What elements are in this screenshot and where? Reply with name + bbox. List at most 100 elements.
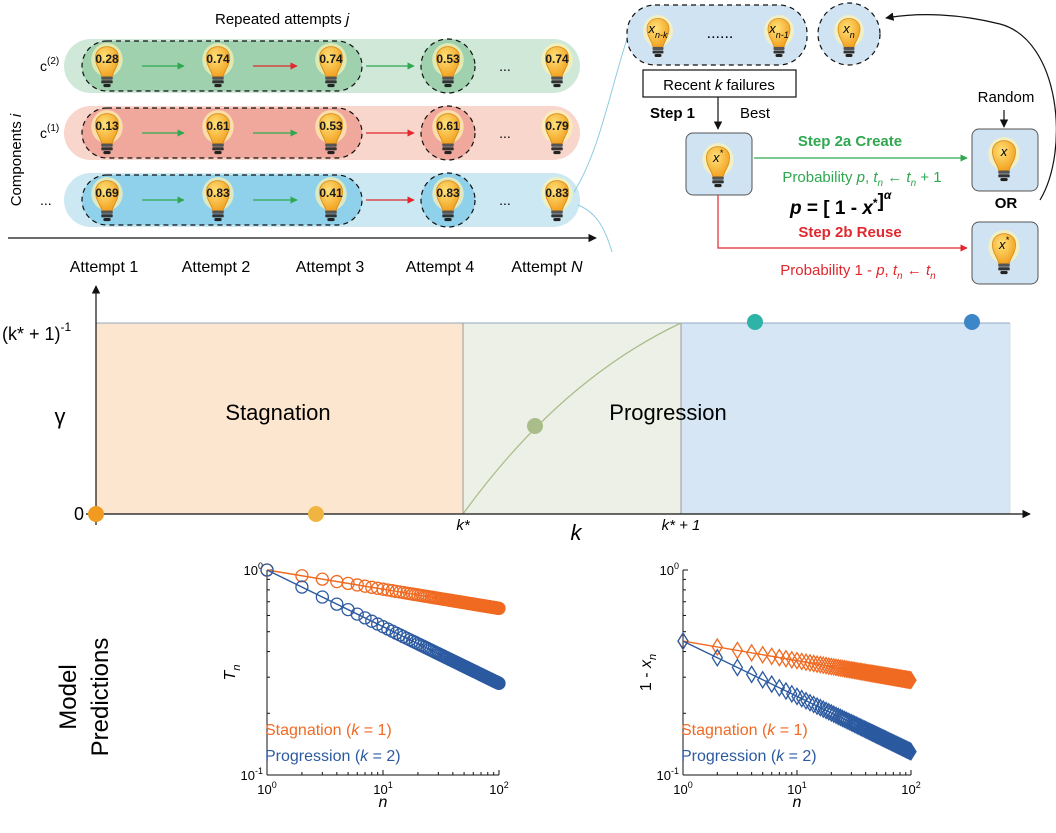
phase-points: [88, 314, 980, 522]
data-point: [295, 580, 309, 594]
data-point: [745, 665, 758, 684]
attempts-panel: Repeated attempts j Components i c(2)...…: [8, 11, 629, 276]
lightbulb-icon: [764, 15, 794, 57]
attempt-rows: c(2) ... 0.28 0.74 0.74 0.53 0.74 c(1) ... 0.13 0.…: [40, 38, 580, 228]
predictions-title-line1: Model: [55, 664, 82, 729]
attempt-value: 0.79: [545, 119, 569, 133]
attempt-row: c(2) ... 0.28 0.74 0.74 0.53 0.74: [40, 38, 580, 94]
lightbulb-icon: [91, 177, 123, 222]
kstar-label: k*: [456, 517, 471, 534]
data-point: [814, 698, 827, 717]
data-point: [807, 695, 820, 714]
attempt-value: 0.83: [545, 186, 569, 200]
x-tick-label: 100: [673, 780, 692, 797]
y-top-label: (k* + 1)-1: [2, 320, 72, 344]
data-point: [492, 676, 506, 690]
recent-failures-label: Recent k failures: [663, 77, 775, 94]
bulb-variable: x: [1000, 144, 1008, 159]
x-axis-label: n: [379, 794, 388, 811]
data-point: [830, 706, 842, 725]
lightbulb-icon: [202, 177, 234, 222]
bulb-variable: x*: [998, 235, 1010, 252]
bulb-variable: xn: [842, 21, 855, 40]
data-point: [834, 708, 847, 727]
stagnation-region-label: Stagnation: [225, 400, 330, 425]
phase-point: [308, 506, 324, 522]
lightbulb-icon: [315, 110, 347, 155]
reuse-bulb: x*: [988, 230, 1020, 275]
attempts-header: Repeated attempts j: [215, 11, 350, 28]
memory-ellipsis: ......: [707, 25, 734, 42]
x-tick-label: 101: [787, 780, 806, 797]
kstar-plus-label: k* + 1: [662, 517, 701, 534]
lightbulb-icon: [202, 43, 234, 88]
lightbulb-icon: [315, 43, 347, 88]
lightbulb-icon: [315, 177, 347, 222]
component-label: ...: [40, 192, 52, 208]
attempt-value: 0.53: [319, 119, 343, 133]
data-point: [260, 563, 274, 577]
k-symbol: k: [571, 520, 583, 545]
lightbulb-icon: [432, 43, 464, 88]
phase-point: [527, 418, 543, 434]
data-point: [376, 582, 390, 596]
y-tick-label: 10-1: [241, 766, 263, 783]
attempt-value: 0.69: [95, 186, 119, 200]
legend-stagnation: Stagnation (k = 1): [681, 722, 808, 739]
mechanism-panel: xn-k...... xn-1 xn Recent k failures Step…: [626, 2, 1056, 285]
data-point: [371, 581, 385, 595]
data-point: [811, 696, 823, 716]
data-point: [804, 653, 816, 673]
x-tick-label: 102: [489, 780, 508, 797]
connector-curve-lower: [577, 204, 613, 253]
data-point: [848, 715, 861, 734]
data-point: [365, 614, 379, 628]
data-point: [295, 569, 309, 583]
attempt-value: 0.83: [436, 186, 460, 200]
bulb-variable: x*: [712, 148, 724, 165]
y-tick-label: 100: [660, 561, 679, 578]
new-bulb: x: [988, 137, 1020, 182]
attempt-label: Attempt 1: [70, 259, 139, 276]
data-point: [795, 689, 808, 708]
y-zero-label: 0: [74, 504, 84, 524]
attempt-value: 0.61: [206, 119, 230, 133]
attempt-label: Attempt 4: [406, 259, 475, 276]
attempt-value: 0.74: [319, 52, 343, 66]
progression-region-label: Progression: [609, 400, 726, 425]
attempt-value: 0.74: [206, 52, 230, 66]
step1-label: Step 1: [650, 105, 695, 122]
data-point: [905, 742, 917, 761]
feedback-arrow: [885, 12, 1056, 201]
lightbulb-icon: [91, 43, 123, 88]
attempt-value: 0.83: [206, 186, 230, 200]
legend-progression: Progression (k = 2): [265, 748, 401, 765]
attempt-value: 0.74: [545, 52, 569, 66]
data-point: [804, 693, 816, 712]
progression-region: [681, 323, 1010, 514]
data-point: [800, 652, 812, 672]
y-tick-label: 100: [244, 561, 263, 578]
attempt-value: 0.41: [319, 186, 343, 200]
components-axis-label: Components i: [8, 113, 25, 206]
series-stagnation: [260, 563, 506, 616]
data-point: [840, 659, 852, 679]
y-tick-label: 10-1: [657, 766, 679, 783]
create-probability: Probability p, tn ← tn + 1: [782, 169, 941, 189]
data-point: [786, 650, 798, 669]
data-point: [677, 631, 689, 651]
data-point: [358, 579, 372, 593]
phase-point: [964, 314, 980, 330]
best-bulb: x*: [702, 143, 734, 188]
lightbulb-icon: [988, 230, 1020, 275]
lightbulb-icon: [541, 177, 573, 222]
memory-bulbs: xn-k...... xn-1: [643, 15, 794, 57]
attempt-value: 0.53: [436, 52, 460, 66]
reuse-probability: Probability 1 - p, tn ← tn: [780, 262, 936, 282]
attempt-row: c(1) ... 0.13 0.61 0.53 0.61 0.79: [40, 105, 580, 161]
data-point: [825, 657, 838, 676]
transition-curve: [462, 322, 682, 515]
series-stagnation: [677, 631, 917, 690]
middle-region: [463, 323, 681, 514]
